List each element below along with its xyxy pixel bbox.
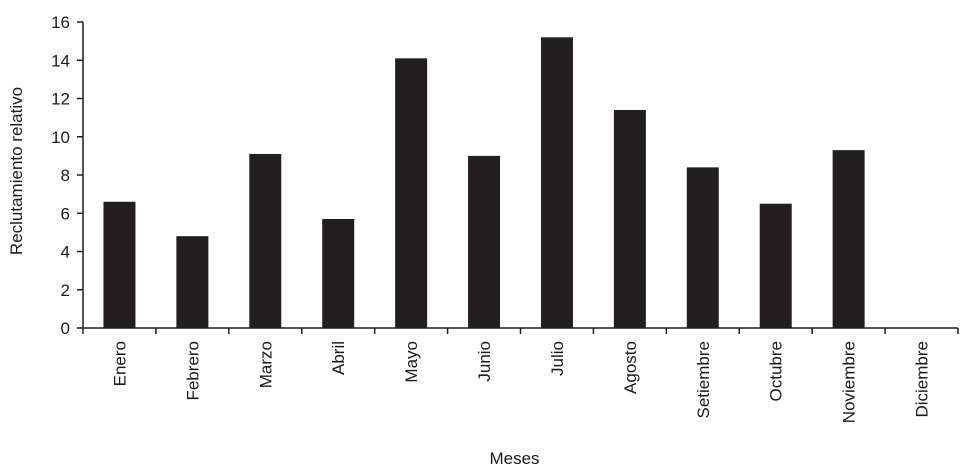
y-tick-label: 6 [61, 204, 70, 223]
bar-junio [468, 155, 501, 328]
x-tick-label: Enero [110, 341, 129, 386]
bar-abril [322, 218, 355, 328]
x-tick-label: Julio [548, 341, 567, 376]
x-tick-label: Setiembre [694, 341, 713, 418]
x-tick-label: Agosto [621, 341, 640, 394]
x-tick-label: Mayo [402, 341, 421, 383]
bar-mayo [395, 58, 428, 329]
x-tick-label: Noviembre [840, 341, 859, 423]
bar-noviembre [832, 150, 865, 328]
x-axis-label: Meses [489, 449, 539, 468]
y-tick-label: 12 [51, 90, 70, 109]
x-tick-label: Junio [475, 341, 494, 382]
y-tick-label: 10 [51, 128, 70, 147]
bar-enero [103, 201, 136, 328]
y-tick-label: 8 [61, 166, 70, 185]
y-axis-ticks: 0 2 4 6 8 10 12 14 16 [51, 13, 83, 338]
bar-octubre [759, 203, 792, 328]
bar-julio [540, 37, 573, 329]
y-tick-label: 0 [61, 319, 70, 338]
bar-agosto [613, 109, 646, 328]
bar-setiembre [686, 167, 719, 328]
y-axis-label: Reclutamiento relativo [7, 87, 26, 255]
bar-marzo [249, 153, 282, 328]
x-tick-label: Marzo [256, 341, 275, 388]
x-axis-ticks: Enero Febrero Marzo Abril Mayo Junio Julio Agos… [82, 328, 959, 423]
bars [103, 37, 865, 329]
y-tick-label: 14 [51, 51, 70, 70]
x-tick-label: Diciembre [913, 341, 932, 418]
y-tick-label: 4 [61, 243, 70, 262]
x-tick-label: Febrero [183, 341, 202, 401]
bar-febrero [176, 236, 209, 328]
y-tick-label: 16 [51, 13, 70, 32]
y-tick-label: 2 [61, 281, 70, 300]
x-tick-label: Octubre [767, 341, 786, 401]
x-tick-label: Abril [329, 341, 348, 375]
